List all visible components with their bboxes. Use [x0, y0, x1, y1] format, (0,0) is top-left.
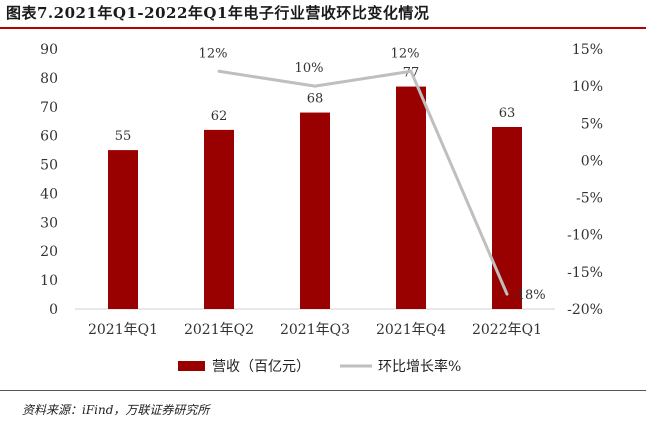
growth-rate-point — [409, 69, 413, 73]
left-axis-tick-label: 70 — [40, 100, 58, 116]
left-axis-tick-label: 0 — [49, 302, 58, 318]
x-axis-tick-label: 2021年Q1 — [88, 322, 158, 338]
revenue-bar — [108, 150, 138, 309]
left-axis-tick-label: 90 — [40, 42, 58, 58]
left-axis-tick-label: 30 — [40, 215, 58, 231]
legend-bar-swatch — [178, 361, 205, 371]
right-axis-tick-label: 0% — [581, 153, 603, 169]
revenue-bar-label: 68 — [307, 92, 324, 107]
growth-rate-point — [505, 292, 509, 296]
revenue-bar — [492, 127, 522, 309]
revenue-bar-label: 55 — [115, 129, 132, 144]
growth-rate-line — [218, 69, 509, 295]
revenue-bar-label: 62 — [211, 109, 228, 124]
growth-rate-label: -18% — [512, 288, 545, 303]
left-axis-tick-label: 40 — [40, 186, 58, 202]
growth-rate-point — [313, 84, 317, 88]
left-axis-tick-label: 50 — [40, 158, 58, 174]
growth-rate-label: 10% — [295, 61, 324, 76]
growth-rate-label: 12% — [391, 46, 420, 61]
revenue-bar — [396, 86, 426, 309]
right-axis-tick-label: 5% — [581, 116, 603, 132]
source-note: 资料来源：iFind，万联证券研究所 — [22, 403, 210, 417]
chart-title: 图表7.2021年Q1-2022年Q1年电子行业营收环比变化情况 — [6, 4, 430, 22]
left-axis-tick-label: 80 — [40, 71, 58, 87]
growth-rate-point — [217, 69, 221, 73]
left-axis-tick-label: 10 — [40, 273, 58, 289]
right-axis-tick-label: -5% — [576, 191, 603, 207]
x-axis-tick-label: 2021年Q3 — [280, 322, 350, 338]
legend-line-label: 环比增长率% — [378, 358, 461, 375]
right-axis-tick-label: -10% — [567, 228, 603, 244]
legend-bar-label: 营收（百亿元） — [212, 359, 310, 375]
title-rule — [0, 27, 646, 29]
left-axis-tick-label: 20 — [40, 244, 58, 260]
growth-rate-label: 12% — [199, 46, 228, 61]
right-axis-tick-label: 10% — [572, 79, 603, 95]
revenue-bar-label: 63 — [499, 106, 516, 121]
x-axis-tick-label: 2021年Q2 — [184, 322, 254, 338]
right-axis-tick-label: -15% — [567, 265, 603, 281]
footer-rule — [0, 390, 646, 391]
revenue-bar — [300, 112, 330, 309]
revenue-bar — [204, 129, 234, 309]
combo-chart: 0 10 20 30 40 50 60 70 80 90 -20% -15% -10% -5% 0% 5% 1… — [40, 42, 603, 375]
x-axis-tick-label: 2021年Q4 — [376, 322, 446, 338]
left-axis-tick-label: 60 — [40, 129, 58, 145]
x-axis-tick-label: 2022年Q1 — [472, 322, 542, 338]
right-axis-tick-label: -20% — [567, 302, 603, 318]
right-axis-tick-label: 15% — [572, 42, 603, 58]
